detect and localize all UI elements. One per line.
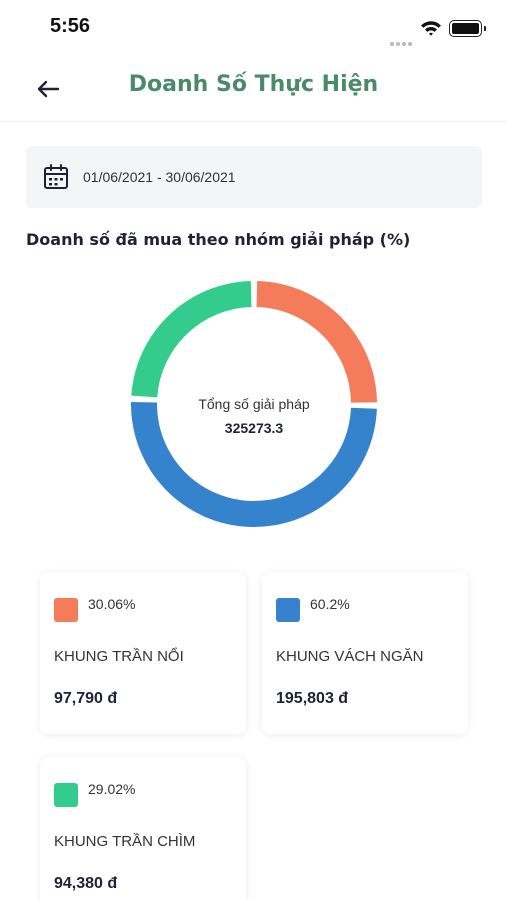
donut-segment-2 (131, 402, 377, 527)
page-title: Doanh Số Thực Hiện (128, 72, 379, 97)
donut-segment-1 (256, 281, 377, 403)
card-name: KHUNG TRẦN CHÌM (54, 833, 196, 850)
battery-icon (449, 20, 486, 37)
status-time: 5:56 (50, 15, 91, 37)
back-button[interactable] (30, 71, 66, 107)
category-card[interactable]: 29.02% KHUNG TRẦN CHÌM 94,380 đ (40, 757, 246, 900)
card-percent: 29.02% (88, 781, 136, 797)
donut-segment-3 (131, 281, 252, 398)
card-percent: 30.06% (88, 596, 136, 612)
header: Doanh Số Thực Hiện (0, 56, 507, 122)
category-card[interactable]: 60.2% KHUNG VÁCH NGĂN 195,803 đ (262, 572, 468, 734)
category-card[interactable]: 30.06% KHUNG TRẦN NỔI 97,790 đ (40, 572, 246, 734)
card-amount: 97,790 đ (54, 690, 118, 707)
date-range-text: 01/06/2021 - 30/06/2021 (83, 169, 236, 185)
donut-chart (131, 281, 377, 527)
card-amount: 94,380 đ (54, 875, 118, 892)
arrow-left-icon (37, 80, 60, 98)
card-amount: 195,803 đ (276, 690, 349, 707)
color-swatch (276, 598, 300, 622)
date-range-picker[interactable]: 01/06/2021 - 30/06/2021 (26, 146, 482, 208)
card-name: KHUNG TRẦN NỔI (54, 648, 184, 665)
status-bar: 5:56 (0, 0, 507, 56)
card-percent: 60.2% (310, 596, 350, 612)
calendar-icon (44, 164, 68, 189)
section-title: Doanh số đã mua theo nhóm giải pháp (%) (26, 230, 411, 249)
color-swatch (54, 598, 78, 622)
donut-center-value: 325273.3 (224, 420, 284, 436)
signal-dots-icon (390, 31, 414, 50)
donut-center-label: Tổng số giải pháp (198, 396, 310, 412)
card-name: KHUNG VÁCH NGĂN (276, 648, 424, 665)
wifi-icon (421, 21, 441, 36)
color-swatch (54, 783, 78, 807)
